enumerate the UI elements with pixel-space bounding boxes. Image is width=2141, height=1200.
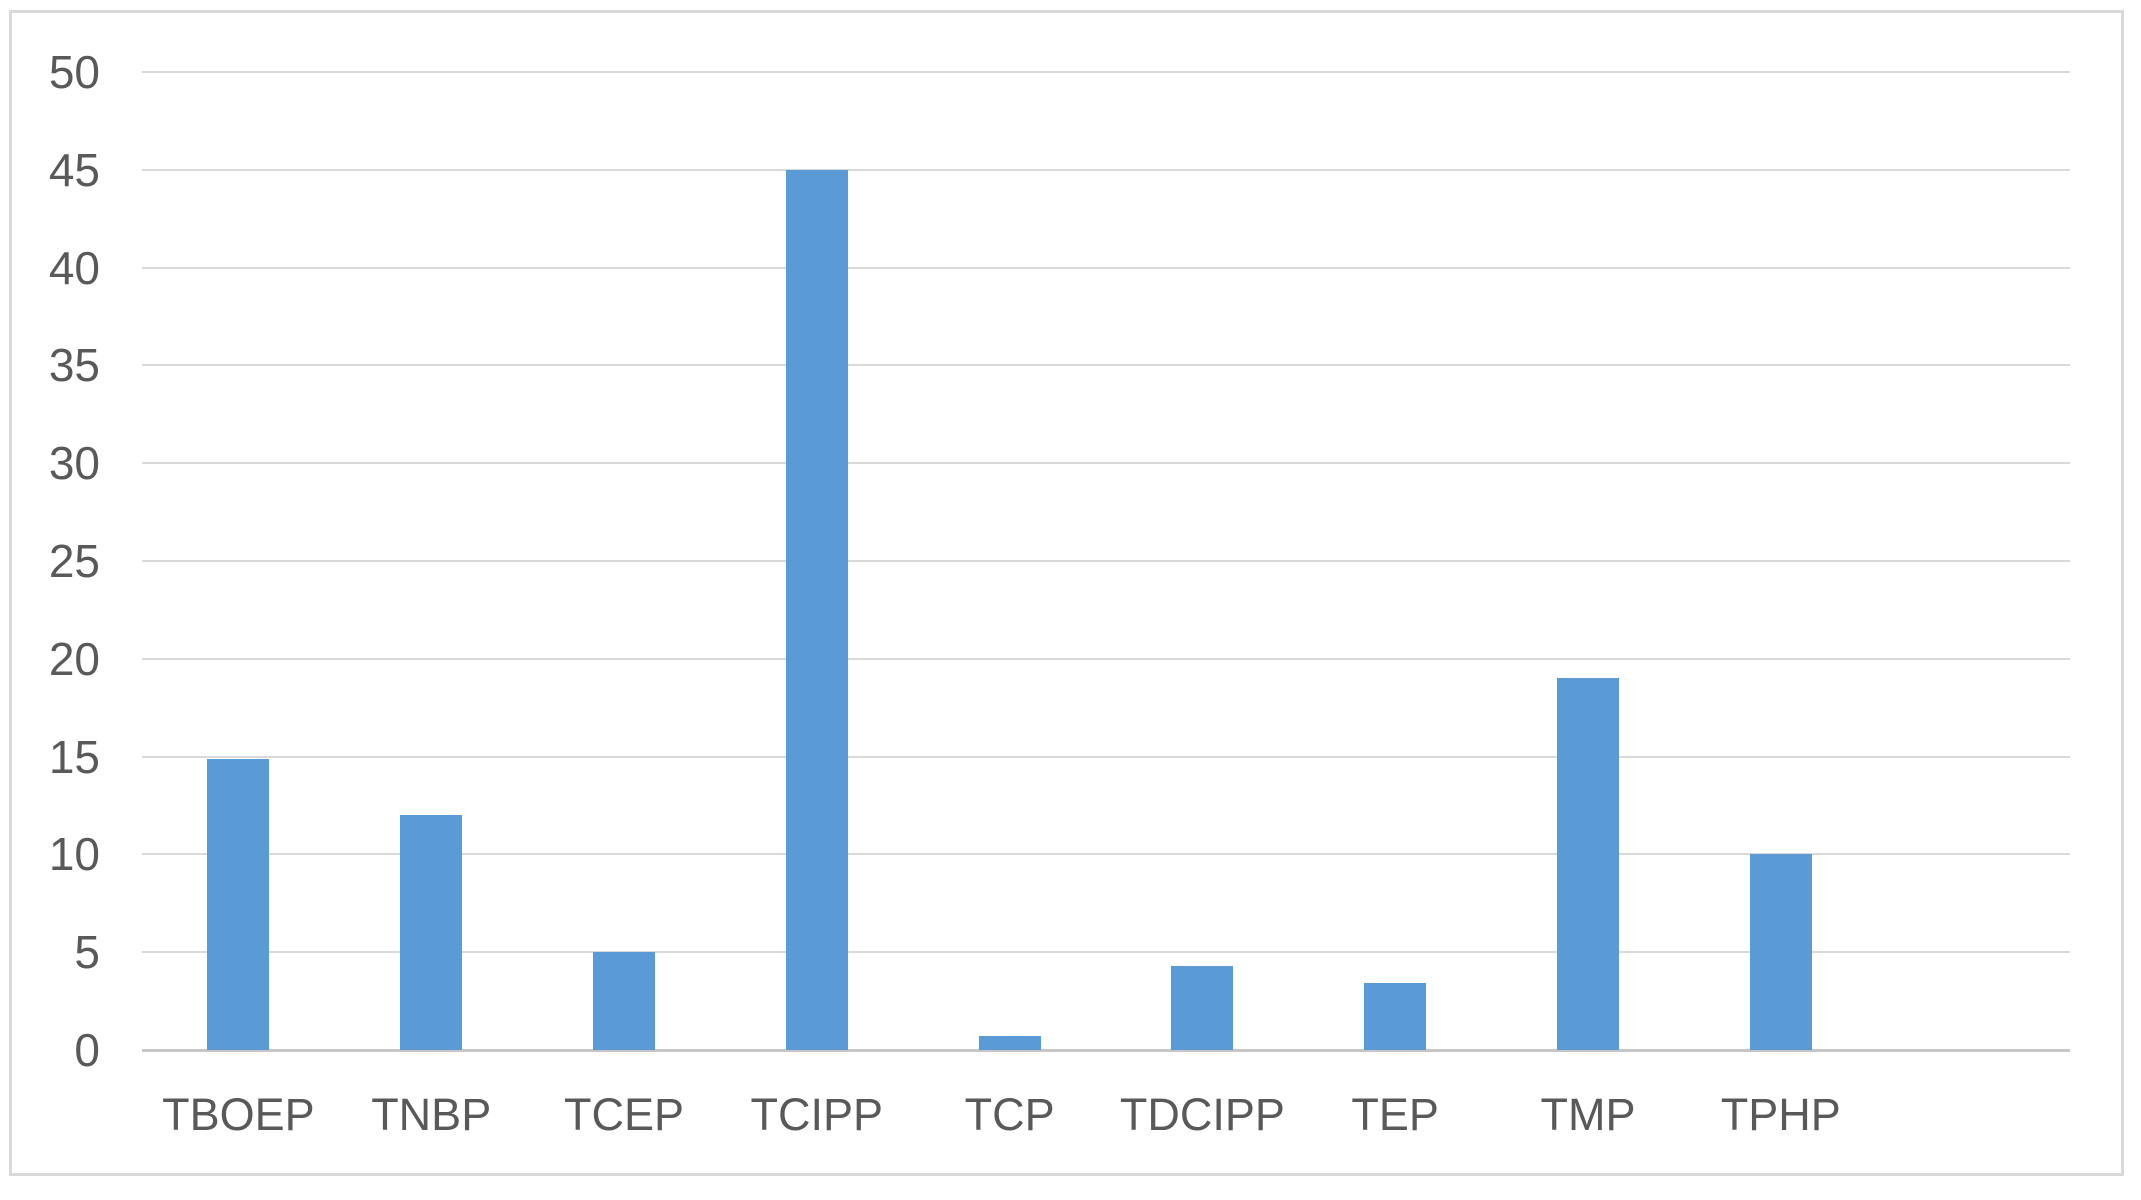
y-tick-label-0: 0 bbox=[74, 1024, 100, 1076]
gridline-40 bbox=[142, 266, 2070, 269]
x-category-label-TCEP: TCEP bbox=[563, 1089, 684, 1140]
y-tick-label-30: 30 bbox=[48, 437, 100, 490]
gridline-0 bbox=[142, 1048, 2070, 1052]
gridline-10 bbox=[142, 853, 2070, 856]
y-tick-label-45: 45 bbox=[48, 143, 100, 196]
gridline-50 bbox=[142, 71, 2070, 73]
y-tick-label-25: 25 bbox=[48, 535, 100, 587]
y-tick-label-20: 20 bbox=[48, 632, 100, 685]
bar-TDCIPP bbox=[1171, 965, 1234, 1050]
x-category-label-TDCIPP: TDCIPP bbox=[1119, 1089, 1285, 1140]
y-tick-label-5: 5 bbox=[74, 926, 100, 979]
gridline-45 bbox=[142, 168, 2070, 171]
bar-TCIPP bbox=[785, 169, 848, 1050]
x-category-label-TEP: TEP bbox=[1351, 1089, 1439, 1140]
bar-TCEP bbox=[593, 952, 655, 1050]
x-category-label-TPHP: TPHP bbox=[1720, 1089, 1841, 1140]
bar-TPHP bbox=[1749, 854, 1812, 1050]
gridline-5 bbox=[142, 951, 2070, 954]
bar-TEP bbox=[1364, 983, 1427, 1050]
bar-TNBP bbox=[400, 815, 463, 1050]
x-category-label-TBOEP: TBOEP bbox=[162, 1089, 315, 1140]
bar-TMP bbox=[1557, 678, 1619, 1050]
x-category-label-TNBP: TNBP bbox=[371, 1089, 492, 1140]
bar-TCP bbox=[978, 1036, 1041, 1050]
bar-TBOEP bbox=[207, 758, 270, 1050]
y-tick-label-40: 40 bbox=[48, 241, 100, 294]
y-tick-label-15: 15 bbox=[48, 730, 100, 783]
x-category-label-TCIPP: TCIPP bbox=[750, 1089, 884, 1140]
y-tick-label-10: 10 bbox=[48, 828, 100, 881]
gridline-30 bbox=[142, 462, 2070, 465]
gridline-15 bbox=[142, 755, 2070, 758]
y-tick-label-50: 50 bbox=[48, 46, 100, 98]
y-tick-label-35: 35 bbox=[48, 339, 100, 392]
x-category-label-TCP: TCP bbox=[964, 1089, 1055, 1140]
gridline-20 bbox=[142, 657, 2070, 660]
gridline-35 bbox=[142, 364, 2070, 367]
x-category-label-TMP: TMP bbox=[1540, 1089, 1636, 1140]
gridline-25 bbox=[142, 560, 2070, 562]
